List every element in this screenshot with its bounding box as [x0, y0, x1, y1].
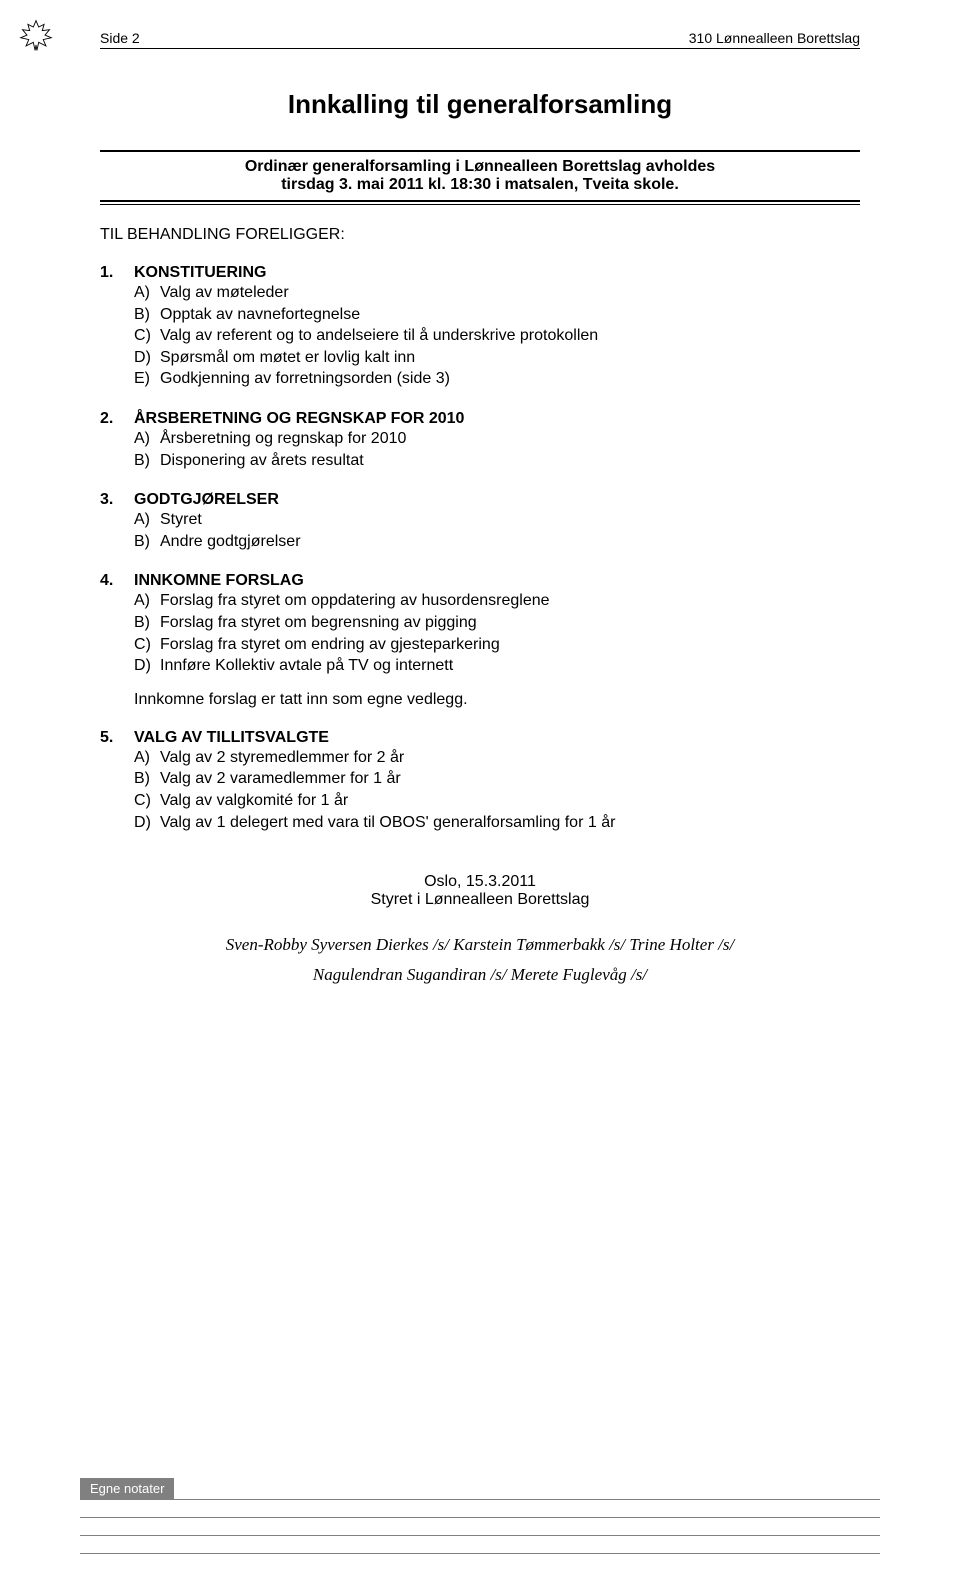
sub-item: Disponering av årets resultat: [134, 450, 860, 472]
sub-item: Valg av referent og to andelseiere til å…: [134, 325, 860, 347]
sub-item: Andre godtgjørelser: [134, 531, 860, 553]
sub-list: Styret Andre godtgjørelser: [134, 509, 860, 552]
agenda-item-2: ÅRSBERETNING OG REGNSKAP FOR 2010 Årsber…: [100, 410, 860, 471]
behandling-label: TIL BEHANDLING FORELIGGER:: [100, 226, 860, 244]
agenda-heading: KONSTITUERING: [134, 264, 860, 282]
sub-item: Godkjenning av forretningsorden (side 3): [134, 368, 860, 390]
agenda-item-5: VALG AV TILLITSVALGTE Valg av 2 styremed…: [100, 729, 860, 833]
agenda-item-4: INNKOMNE FORSLAG Forslag fra styret om o…: [100, 572, 860, 708]
main-title: Innkalling til generalforsamling: [100, 89, 860, 120]
signature-line1: Sven-Robby Syversen Dierkes /s/ Karstein…: [100, 935, 860, 955]
agenda-heading: GODTGJØRELSER: [134, 491, 860, 509]
agenda-heading: ÅRSBERETNING OG REGNSKAP FOR 2010: [134, 410, 860, 428]
sub-item: Valg av møteleder: [134, 282, 860, 304]
maple-leaf-icon: [18, 18, 54, 54]
sub-item: Spørsmål om møtet er lovlig kalt inn: [134, 347, 860, 369]
agenda-heading: INNKOMNE FORSLAG: [134, 572, 860, 590]
agenda-heading: VALG AV TILLITSVALGTE: [134, 729, 860, 747]
sub-item: Valg av 2 varamedlemmer for 1 år: [134, 768, 860, 790]
signature-line2: Nagulendran Sugandiran /s/ Merete Fuglev…: [100, 965, 860, 985]
header-right: 310 Lønnealleen Borettslag: [689, 30, 860, 46]
sub-item: Årsberetning og regnskap for 2010: [134, 428, 860, 450]
signature-block: Oslo, 15.3.2011 Styret i Lønnealleen Bor…: [100, 873, 860, 985]
sub-item: Forslag fra styret om oppdatering av hus…: [134, 590, 860, 612]
sub-item: Valg av 2 styremedlemmer for 2 år: [134, 747, 860, 769]
sub-list: Valg av møteleder Opptak av navnefortegn…: [134, 282, 860, 390]
sub-item: Valg av 1 delegert med vara til OBOS' ge…: [134, 812, 860, 834]
sub-list: Forslag fra styret om oppdatering av hus…: [134, 590, 860, 676]
agenda-item-3: GODTGJØRELSER Styret Andre godtgjørelser: [100, 491, 860, 552]
footer-label: Egne notater: [80, 1478, 174, 1499]
sub-item: Valg av valgkomité for 1 år: [134, 790, 860, 812]
sub-item: Styret: [134, 509, 860, 531]
sub-item: Innføre Kollektiv avtale på TV og intern…: [134, 655, 860, 677]
sub-item: Opptak av navnefortegnelse: [134, 304, 860, 326]
subtitle-line1: Ordinær generalforsamling i Lønnealleen …: [100, 158, 860, 176]
footer-lines: [80, 1499, 880, 1554]
agenda-item-1: KONSTITUERING Valg av møteleder Opptak a…: [100, 264, 860, 390]
signature-place-date: Oslo, 15.3.2011: [100, 873, 860, 891]
signature-org: Styret i Lønnealleen Borettslag: [100, 891, 860, 909]
agenda-list: KONSTITUERING Valg av møteleder Opptak a…: [100, 264, 860, 833]
page-header: Side 2 310 Lønnealleen Borettslag: [100, 30, 860, 49]
sub-list: Årsberetning og regnskap for 2010 Dispon…: [134, 428, 860, 471]
footer-notes: Egne notater: [80, 1478, 880, 1554]
sub-item: Forslag fra styret om endring av gjestep…: [134, 634, 860, 656]
sub-list: Valg av 2 styremedlemmer for 2 år Valg a…: [134, 747, 860, 833]
header-left: Side 2: [100, 30, 140, 46]
agenda-note: Innkomne forslag er tatt inn som egne ve…: [134, 691, 860, 709]
subtitle-line2: tirsdag 3. mai 2011 kl. 18:30 i matsalen…: [100, 176, 860, 194]
subtitle-block: Ordinær generalforsamling i Lønnealleen …: [100, 150, 860, 202]
sub-item: Forslag fra styret om begrensning av pig…: [134, 612, 860, 634]
